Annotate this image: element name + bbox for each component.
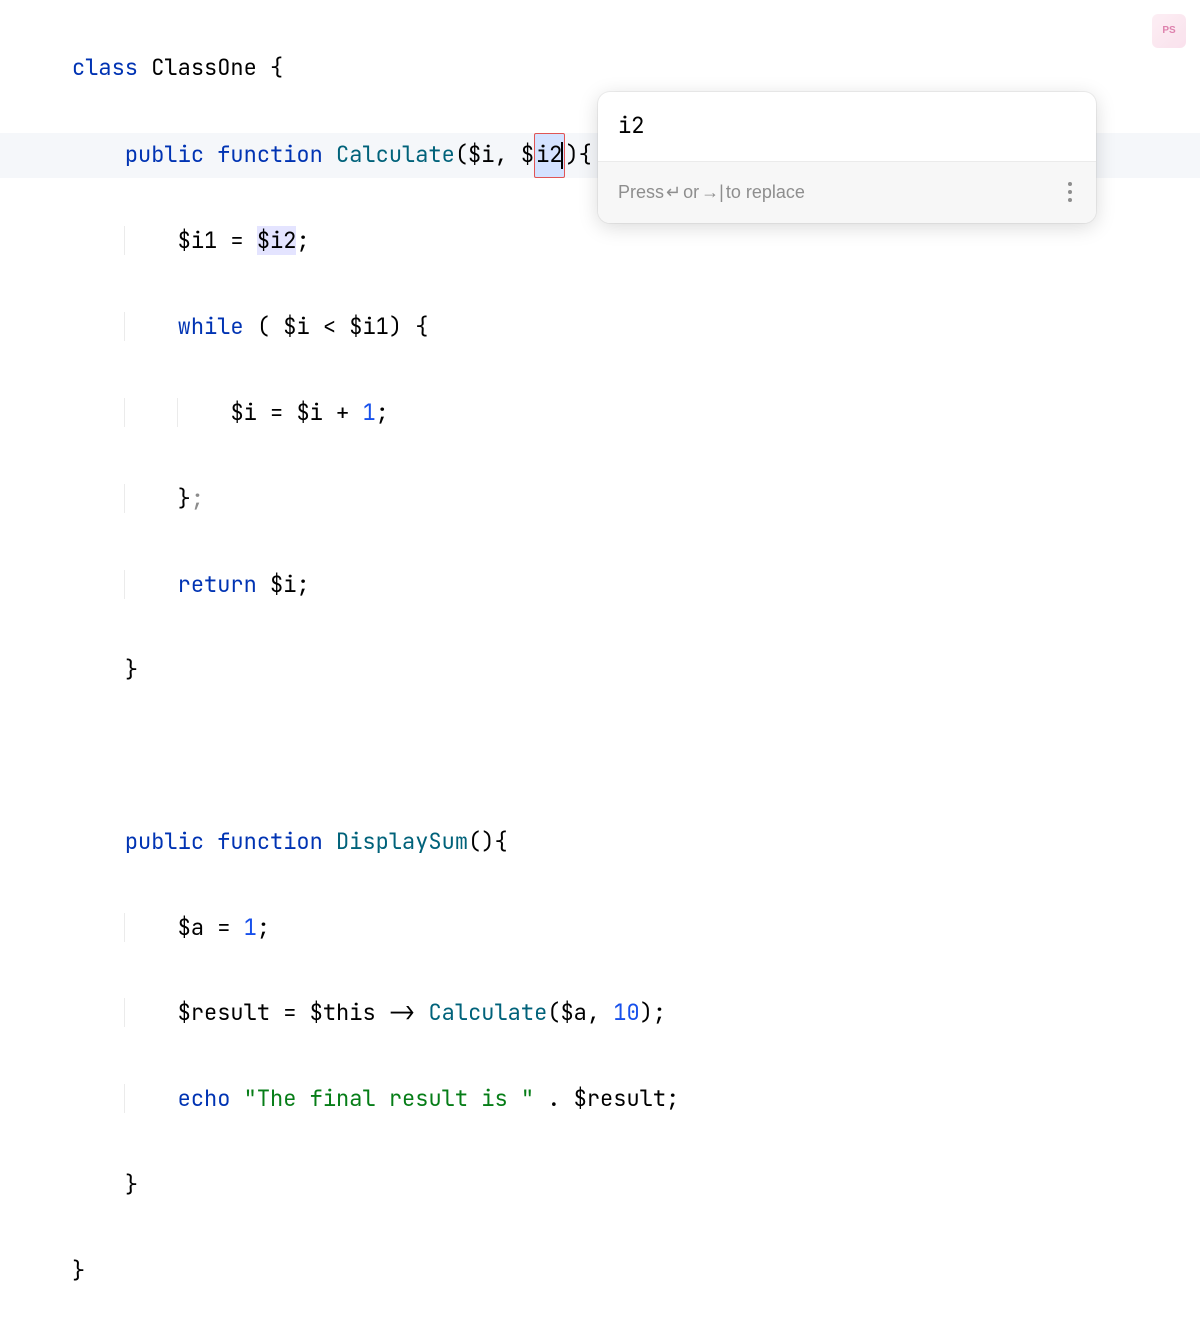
enter-key-icon: ↵ bbox=[666, 175, 681, 210]
code-line: }; bbox=[72, 478, 1200, 521]
number-literal: 1 bbox=[362, 398, 375, 427]
tab-key-icon: →| bbox=[701, 175, 724, 210]
keyword-while: while bbox=[178, 312, 244, 341]
popup-hint-text: Press ↵ or →| to replace bbox=[618, 175, 805, 210]
text-caret bbox=[561, 142, 563, 168]
keyword-public: public bbox=[125, 140, 204, 169]
code-line: $i1 = $i2; bbox=[72, 220, 1200, 263]
more-options-icon[interactable] bbox=[1064, 178, 1076, 206]
code-line: echo "The final result is " . $result; bbox=[72, 1078, 1200, 1121]
code-line: } bbox=[72, 1250, 1200, 1293]
code-line: while ( $i < $i1) { bbox=[72, 306, 1200, 349]
code-line-blank bbox=[72, 735, 1200, 778]
ide-logo-badge: PS bbox=[1152, 14, 1186, 48]
code-line: $a = 1; bbox=[72, 907, 1200, 950]
variable: $i1 bbox=[178, 226, 218, 255]
code-line: } bbox=[72, 649, 1200, 692]
code-line: return $i; bbox=[72, 564, 1200, 607]
reference-highlight: $i2 bbox=[257, 226, 297, 255]
string-literal: "The final result is " bbox=[244, 1084, 534, 1113]
popup-hint-bar: Press ↵ or →| to replace bbox=[598, 161, 1096, 223]
param-prefix: $ bbox=[521, 140, 534, 169]
suggestion-value[interactable]: i2 bbox=[598, 92, 1096, 161]
keyword-function: function bbox=[217, 140, 323, 169]
code-line: $i = $i + 1; bbox=[72, 392, 1200, 435]
function-name: DisplaySum bbox=[336, 827, 468, 856]
class-name: ClassOne bbox=[151, 53, 257, 82]
code-line: } bbox=[72, 1164, 1200, 1207]
code-line: $result = $this -> Calculate($a, 10); bbox=[72, 992, 1200, 1035]
rename-suggestion-popup[interactable]: i2 Press ↵ or →| to replace bbox=[598, 92, 1096, 223]
code-line: public function DisplaySum(){ bbox=[72, 821, 1200, 864]
keyword-return: return bbox=[178, 570, 257, 599]
keyword-echo: echo bbox=[178, 1084, 231, 1113]
param: $i bbox=[468, 140, 494, 169]
rename-input[interactable]: i2 bbox=[534, 133, 565, 178]
code-line: class ClassOne { bbox=[72, 47, 1200, 90]
keyword-class: class bbox=[72, 53, 138, 82]
function-name: Calculate bbox=[336, 140, 455, 169]
